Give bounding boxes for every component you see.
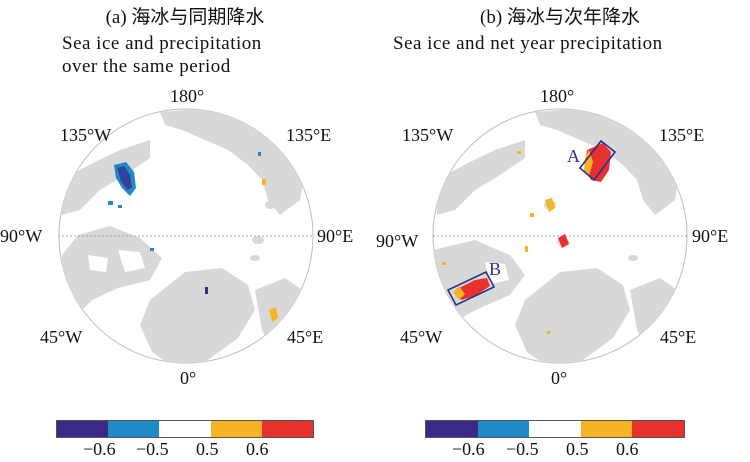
colorbar-b-swatch-blue: [477, 421, 530, 437]
colorbar-b-swatch-orange: [580, 421, 633, 437]
panel-b-lon-top: 180°: [540, 86, 575, 106]
colorbar-a-swatch-blue: [108, 421, 160, 437]
colorbar-a: [56, 420, 314, 438]
panel-a-lon-tl: 135°W: [60, 125, 112, 145]
colorbar-a-tick-1: −0.6: [83, 439, 116, 459]
colorbar-b: [425, 420, 685, 438]
patch-navy-small-a: [205, 287, 208, 294]
land-masses-a: [60, 109, 310, 363]
polar-map-a: [58, 108, 314, 364]
patch-orange-center-4: [525, 246, 528, 252]
panel-b-lon-br: 45°E: [660, 327, 697, 347]
colorbar-b-tick-1: −0.6: [452, 439, 485, 459]
signal-patches-a: [108, 152, 278, 322]
region-box-b-label: B: [489, 259, 502, 279]
panel-a-title: (a) 海冰与同期降水: [105, 7, 265, 28]
panel-a-lon-right: 90°E: [317, 226, 354, 246]
colorbar-b-swatch-navy: [426, 421, 478, 437]
patch-blue-small-2-a: [118, 205, 122, 208]
panel-a-lon-left: 90°W: [0, 226, 43, 246]
panel-a-lon-bottom: 0°: [180, 368, 197, 388]
colorbar-b-swatch-red: [632, 421, 684, 437]
panel-b-lon-tl: 135°W: [402, 125, 454, 145]
patch-orange-center-3: [530, 213, 534, 217]
panel-b-title: (b) 海冰与次年降水: [480, 7, 640, 28]
region-box-a: [578, 139, 617, 182]
panel-a-subtitle-line2: over the same period: [62, 56, 231, 77]
region-box-a-label: A: [567, 146, 580, 166]
panel-b-lon-right: 90°E: [692, 226, 729, 246]
signal-patches-b: [442, 143, 611, 334]
patch-orange-e-a: [262, 179, 266, 185]
panel-b-lon-left: 90°W: [376, 231, 419, 251]
patch-blue-small-1-a: [108, 201, 113, 205]
colorbar-a-tick-2: −0.5: [136, 439, 169, 459]
patch-orange-se-a: [269, 307, 278, 322]
panel-b-lon-bl: 45°W: [400, 327, 443, 347]
patch-orange-nw-small: [517, 151, 521, 154]
colorbar-a-swatch-orange: [210, 421, 262, 437]
colorbar-a-swatch-red: [261, 421, 313, 437]
panel-a-lon-bl: 45°W: [40, 327, 83, 347]
panel-b-lon-tr: 135°E: [659, 125, 705, 145]
patch-orange-b-region: [453, 286, 465, 300]
panel-a-lon-tr: 135°E: [286, 125, 332, 145]
patch-red-center-2: [558, 234, 569, 248]
patch-blue-tiny-a: [258, 152, 261, 156]
colorbar-b-swatch-white: [529, 421, 581, 437]
patch-orange-w-small: [442, 262, 446, 265]
patch-orange-a-region: [584, 150, 593, 176]
panel-b-lon-bottom: 0°: [551, 368, 568, 388]
colorbar-a-tick-4: 0.6: [246, 439, 269, 459]
colorbar-a-tick-3: 0.5: [196, 439, 219, 459]
panel-a-lon-top: 180°: [170, 86, 205, 106]
colorbar-b-tick-4: 0.6: [616, 439, 639, 459]
colorbar-a-swatch-white: [159, 421, 211, 437]
panel-b-subtitle-line1: Sea ice and net year precipitation: [393, 33, 663, 54]
patch-orange-center-1: [545, 198, 555, 212]
panel-a-lon-br: 45°E: [287, 327, 324, 347]
colorbar-b-tick-3: 0.5: [566, 439, 589, 459]
patch-orange-s-small: [547, 331, 550, 334]
colorbar-a-swatch-navy: [57, 421, 109, 437]
region-box-b: [446, 270, 496, 307]
colorbar-b-tick-2: −0.5: [506, 439, 539, 459]
patch-blue-small-3-a: [150, 248, 154, 251]
patch-navy-nw-a: [117, 166, 132, 190]
panel-a-subtitle-line1: Sea ice and precipitation: [62, 33, 262, 54]
polar-map-b: [432, 108, 688, 364]
